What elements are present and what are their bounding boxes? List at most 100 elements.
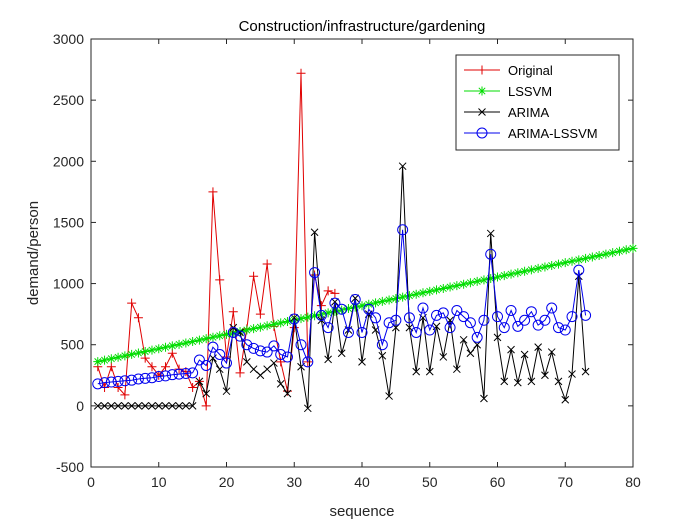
data-point-arima: [459, 335, 468, 344]
data-point-arima-lssvm: [505, 304, 517, 316]
data-point-arima-lssvm: [180, 367, 192, 379]
data-point-arima: [439, 353, 448, 361]
y-tick-label: 1500: [53, 214, 84, 230]
data-point-original: [330, 288, 340, 298]
data-point-original: [154, 370, 164, 380]
data-point-arima-lssvm: [336, 303, 348, 315]
data-point-lssvm: [499, 271, 509, 281]
legend-entry-arima: ARIMA: [464, 105, 550, 120]
data-point-lssvm: [486, 273, 496, 283]
data-point-lssvm: [323, 308, 333, 318]
data-point-original: [133, 313, 143, 323]
data-point-arima-lssvm: [193, 354, 205, 366]
data-point-arima: [534, 343, 543, 352]
data-point-arima: [175, 402, 183, 410]
data-point-arima-lssvm: [275, 348, 287, 360]
legend: Original LSSVM ARIMA ARIMA-LSSVM: [455, 54, 620, 151]
data-point-arima-lssvm: [254, 345, 266, 357]
data-point-lssvm: [303, 312, 313, 322]
data-point-original: [161, 362, 171, 372]
legend-label: ARIMA-LSSVM: [508, 126, 598, 141]
data-point-arima-lssvm: [105, 376, 117, 388]
x-tick-label: 50: [422, 474, 438, 490]
data-point-arima: [574, 272, 583, 281]
data-point-original: [255, 309, 265, 319]
data-point-arima: [270, 359, 278, 367]
data-point-arima-lssvm: [261, 346, 273, 358]
data-point-arima-lssvm: [119, 375, 131, 387]
data-point-arima-lssvm: [431, 309, 443, 321]
data-point-lssvm: [621, 245, 631, 255]
data-point-lssvm: [147, 345, 157, 355]
data-point-arima-lssvm: [573, 264, 585, 276]
data-point-lssvm: [587, 252, 597, 262]
data-point-arima-lssvm: [221, 357, 232, 369]
data-point-lssvm: [540, 262, 550, 272]
data-point-original: [228, 307, 238, 317]
series-line-original: [97, 73, 336, 407]
data-point-lssvm: [371, 298, 381, 308]
data-point-arima: [276, 379, 285, 388]
data-point-arima: [127, 402, 136, 410]
data-point-lssvm: [154, 344, 164, 354]
data-point-arima-lssvm: [295, 339, 307, 351]
data-point-arima: [134, 402, 143, 410]
data-point-arima: [452, 365, 461, 374]
data-point-lssvm: [411, 289, 421, 299]
data-point-lssvm: [269, 319, 279, 329]
data-point-lssvm: [452, 281, 462, 291]
data-point-lssvm: [357, 301, 367, 311]
data-point-lssvm: [391, 294, 401, 304]
legend-entry-arima-lssvm: ARIMA-LSSVM: [464, 126, 598, 141]
y-tick-label: 3000: [53, 31, 84, 47]
data-point-original: [316, 301, 326, 311]
data-point-original: [147, 362, 157, 372]
data-point-arima: [242, 357, 251, 366]
data-point-arima: [412, 367, 421, 376]
data-point-lssvm: [398, 292, 408, 302]
data-point-lssvm: [282, 316, 292, 326]
data-point-arima: [337, 349, 346, 358]
data-point-arima: [256, 371, 265, 380]
data-point-arima-lssvm: [546, 302, 558, 314]
data-point-arima-lssvm: [478, 314, 490, 326]
x-tick-label: 20: [219, 474, 235, 490]
data-point-arima-lssvm: [173, 368, 185, 380]
data-point-arima: [507, 345, 515, 354]
data-point-arima-lssvm: [539, 314, 551, 326]
data-point-lssvm: [513, 268, 523, 278]
data-point-arima-lssvm: [492, 311, 503, 323]
data-point-arima-lssvm: [410, 326, 422, 338]
data-point-arima-lssvm: [207, 341, 219, 353]
data-point-arima-lssvm: [383, 317, 395, 329]
data-point-arima: [263, 365, 272, 374]
data-point-arima-lssvm: [390, 314, 402, 326]
x-tick-label: 60: [490, 474, 506, 490]
data-point-arima: [351, 294, 360, 303]
x-tick-label: 70: [557, 474, 573, 490]
data-point-arima-lssvm: [268, 340, 280, 352]
data-point-lssvm: [167, 341, 177, 351]
data-point-arima-lssvm: [580, 309, 592, 321]
data-point-lssvm: [459, 279, 469, 289]
data-point-arima-lssvm: [458, 311, 470, 323]
data-point-arima-lssvm: [552, 322, 564, 334]
x-tick-label: 30: [286, 474, 302, 490]
data-point-arima-lssvm: [187, 367, 199, 379]
data-point-arima: [107, 402, 116, 410]
data-point-original: [289, 323, 299, 333]
series-arima: [93, 162, 590, 413]
data-point-arima: [324, 355, 332, 364]
data-point-arima-lssvm: [200, 360, 212, 372]
data-point-arima-lssvm: [153, 371, 165, 383]
data-point-lssvm: [188, 337, 198, 347]
data-point-arima: [541, 371, 549, 380]
data-point-arima-lssvm: [349, 293, 361, 305]
data-point-arima-lssvm: [559, 324, 571, 336]
data-point-arima-lssvm: [498, 322, 510, 334]
data-point-arima-lssvm: [471, 331, 483, 343]
data-point-lssvm: [140, 347, 150, 357]
data-point-lssvm: [106, 354, 116, 364]
data-point-arima-lssvm: [309, 267, 321, 279]
